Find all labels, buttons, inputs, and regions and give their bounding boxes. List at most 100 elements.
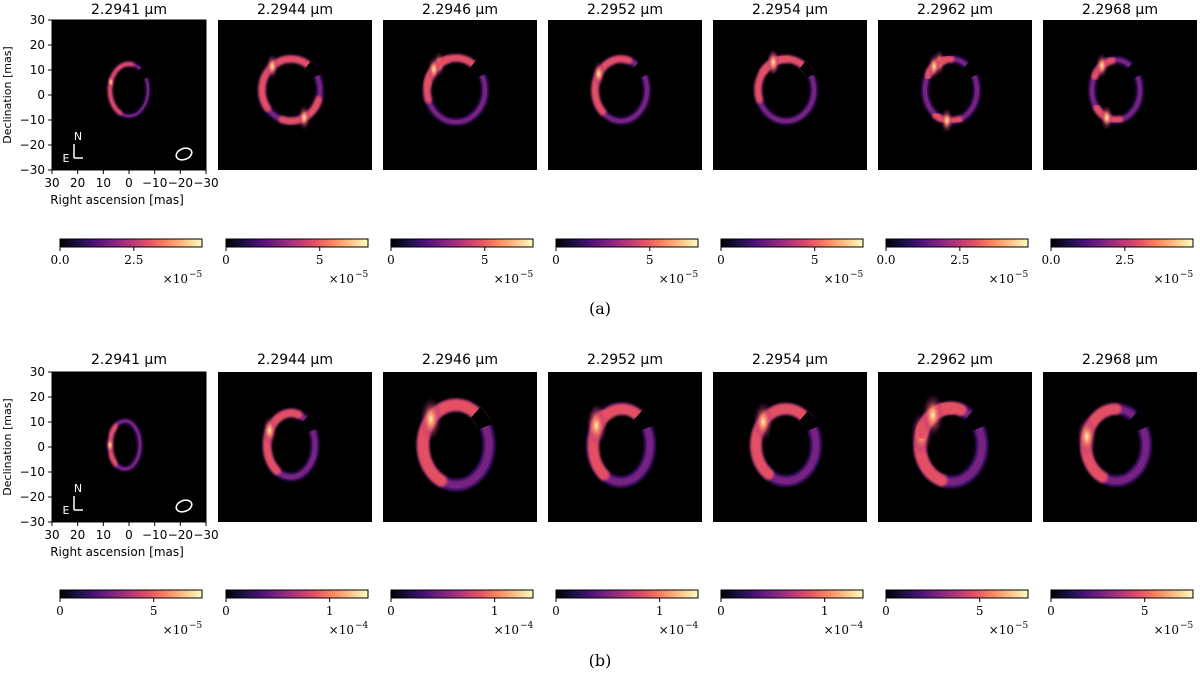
image-frame xyxy=(878,20,1032,170)
x-tick-label: −30 xyxy=(193,176,218,190)
emission-hotspot xyxy=(753,401,774,442)
ring-gap xyxy=(1126,62,1142,79)
subplot-title: 2.2968 μm xyxy=(1082,2,1158,18)
colorbar: 0 1 ×10 −4 xyxy=(387,589,534,637)
colorbar: 0 1 ×10 −4 xyxy=(222,589,369,637)
subplot-title: 2.2952 μm xyxy=(587,2,663,18)
subplot-title: 2.2954 μm xyxy=(752,352,828,368)
panel-b: 2.2941 μm0 5×10 −52.2944 μm0 1×10 −42.2946 μ… xyxy=(1,352,1197,670)
compass-east-label: E xyxy=(63,152,70,165)
ring-gap xyxy=(305,61,321,79)
emission-hotspot xyxy=(922,393,944,437)
colorbar-tick-label: 0.0 xyxy=(50,253,69,267)
emission-hotspot xyxy=(105,436,115,454)
colorbar-tick-label: 0 xyxy=(1047,604,1055,618)
image-frame xyxy=(878,372,1032,522)
colorbar-tick-label: 1 xyxy=(821,604,829,618)
colorbar-tick-label: 1 xyxy=(656,604,664,618)
colorbar-tick-label: 2.5 xyxy=(950,253,969,267)
emission-hotspot xyxy=(297,105,311,131)
colorbar-gradient xyxy=(885,238,1029,248)
colorbar: 0 5 ×10 −5 xyxy=(717,238,864,286)
colorbar-tick-label: 0 xyxy=(56,604,64,618)
colorbar-exponent: −4 xyxy=(520,621,534,631)
colorbar-multiplier: ×10 xyxy=(329,272,354,286)
y-axis-label: Declination [mas] xyxy=(1,398,14,495)
colorbar: 0 5 ×10 −5 xyxy=(222,238,369,286)
colorbar: 0.0 2.5 ×10 −5 xyxy=(50,238,203,286)
subplot: 2.2944 μm 0 1 ×10 −4 xyxy=(218,352,372,637)
colorbar-gradient xyxy=(885,589,1029,599)
beam-ellipse xyxy=(175,147,193,161)
colorbar-exponent: −5 xyxy=(189,270,203,280)
subplot-title: 2.2941 μm xyxy=(91,352,167,368)
x-tick-label: −10 xyxy=(142,176,167,190)
colorbar-tick-label: 2.5 xyxy=(1115,253,1134,267)
x-tick-label: 0 xyxy=(125,528,133,542)
emission-hotspot xyxy=(586,405,607,446)
compass-north-label: N xyxy=(74,482,82,495)
colorbar: 0 1 ×10 −4 xyxy=(552,589,699,637)
colorbar-exponent: −5 xyxy=(355,270,369,280)
subplot-title: 2.2954 μm xyxy=(752,2,828,18)
image-frame xyxy=(383,372,537,522)
colorbar-multiplier: ×10 xyxy=(659,623,684,637)
colorbar-tick-label: 0 xyxy=(222,604,230,618)
image-frame xyxy=(1043,372,1197,522)
image-frame xyxy=(548,20,702,170)
subplot: 2.2954 μm 0 5 ×10 −5 xyxy=(713,2,867,286)
emission-hotspot xyxy=(927,53,941,79)
colorbar-gradient xyxy=(720,589,864,599)
y-tick-label: 30 xyxy=(30,365,45,379)
colorbar-multiplier: ×10 xyxy=(494,623,519,637)
colorbar-multiplier: ×10 xyxy=(659,272,684,286)
colorbar-gradient xyxy=(720,238,864,248)
colorbar-exponent: −5 xyxy=(685,270,699,280)
colorbar-exponent: −4 xyxy=(685,621,699,631)
colorbar-tick-label: 0 xyxy=(222,253,230,267)
image-frame xyxy=(52,20,206,170)
colorbar-tick-label: 0 xyxy=(717,604,725,618)
compass-east-label: E xyxy=(63,504,70,517)
x-tick-label: 0 xyxy=(125,176,133,190)
colorbar-tick-label: 0 xyxy=(387,604,395,618)
subplot-title: 2.2968 μm xyxy=(1082,352,1158,368)
subplot: 2.2941 μm 0 5 ×10 −5 xyxy=(52,352,206,637)
y-tick-label: −10 xyxy=(20,113,45,127)
subplot-title: 2.2962 μm xyxy=(917,2,993,18)
image-frame xyxy=(218,372,372,522)
y-tick-label: 0 xyxy=(37,440,45,454)
colorbar: 0 5 ×10 −5 xyxy=(387,238,534,286)
emission-hotspot xyxy=(427,56,441,82)
compass: NE xyxy=(63,130,83,165)
colorbar-tick-label: 0.0 xyxy=(1041,253,1060,267)
x-tick-label: 10 xyxy=(96,176,111,190)
colorbar-multiplier: ×10 xyxy=(1154,272,1179,286)
colorbar-gradient xyxy=(225,238,369,248)
subplot-title: 2.2952 μm xyxy=(587,352,663,368)
colorbar-multiplier: ×10 xyxy=(329,623,354,637)
colorbar-gradient xyxy=(59,589,203,599)
x-tick-label: −30 xyxy=(193,528,218,542)
ring-gap xyxy=(799,61,815,78)
subplot: 2.2968 μm 0 5 ×10 −5 xyxy=(1043,352,1197,637)
y-tick-label: −30 xyxy=(20,515,45,529)
ring-gap xyxy=(469,60,486,78)
colorbar-tick-label: 5 xyxy=(811,253,819,267)
colorbar-exponent: −4 xyxy=(850,621,864,631)
colorbar: 0 5 ×10 −5 xyxy=(882,589,1029,637)
emission-hotspot xyxy=(265,53,279,79)
image-frame xyxy=(383,20,537,170)
colorbar-multiplier: ×10 xyxy=(989,272,1014,286)
colorbar-tick-label: 0 xyxy=(552,253,560,267)
colorbar-gradient xyxy=(390,589,534,599)
panel-a: 2.2941 μm0.0 2.5×10 −52.2944 μm0 5×10 −52.29… xyxy=(1,2,1197,318)
emission-hotspot xyxy=(107,74,115,90)
colorbar-tick-label: 1 xyxy=(326,604,334,618)
colorbar: 0 1 ×10 −4 xyxy=(717,589,864,637)
y-tick-label: −10 xyxy=(20,465,45,479)
colorbar-gradient xyxy=(390,238,534,248)
colorbar-multiplier: ×10 xyxy=(163,623,188,637)
